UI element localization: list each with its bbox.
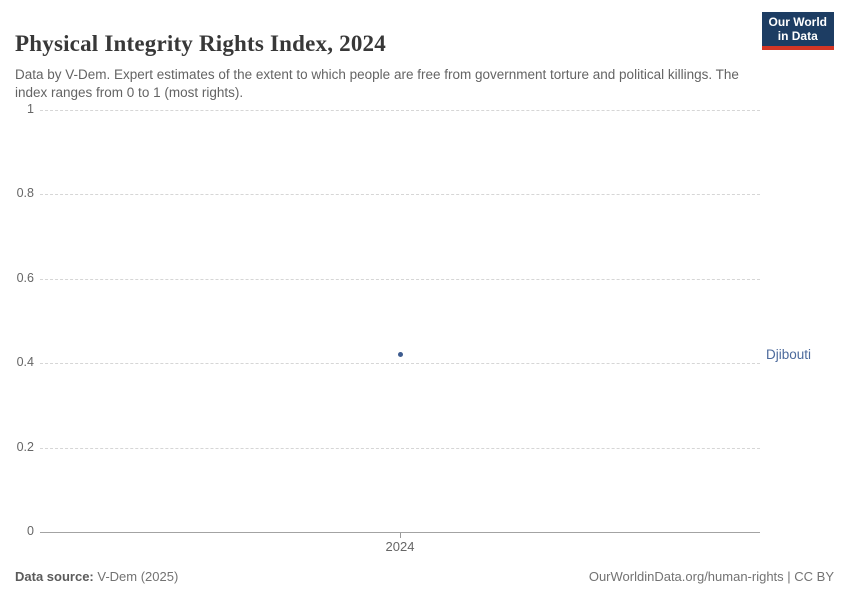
y-tick-label: 0.4 — [16, 355, 34, 370]
gridline — [40, 194, 760, 196]
x-tick-label: 2024 — [385, 539, 415, 554]
chart-footer: Data source: V-Dem (2025) OurWorldinData… — [15, 569, 834, 584]
entity-label-djibouti[interactable]: Djibouti — [766, 346, 812, 362]
y-tick-label: 0.6 — [16, 270, 34, 285]
x-tick-mark — [400, 533, 401, 538]
data-source-value: V-Dem (2025) — [97, 569, 179, 584]
x-axis-line — [40, 532, 760, 533]
y-tick-label: 0.2 — [16, 439, 34, 454]
credit-link[interactable]: OurWorldinData.org/human-rights | CC BY — [588, 569, 834, 584]
gridline — [40, 278, 760, 280]
y-tick-label: 0.8 — [16, 186, 34, 201]
chart-subtitle: Data by V-Dem. Expert estimates of the e… — [15, 66, 739, 101]
owid-logo-line1: Our World — [768, 15, 827, 29]
data-point-djibouti[interactable] — [397, 352, 403, 358]
gridline — [40, 447, 760, 449]
data-source: Data source: V-Dem (2025) — [15, 569, 178, 584]
gridline — [40, 363, 760, 365]
gridline — [40, 110, 760, 111]
owid-logo-line2: in Data — [777, 28, 818, 43]
owid-logo[interactable]: Our World in Data — [761, 12, 834, 50]
chart-title: Physical Integrity Rights Index, 2024 — [15, 31, 386, 57]
data-source-label: Data source: — [15, 569, 94, 584]
y-tick-label: 1 — [27, 102, 34, 116]
y-tick-label: 0 — [27, 524, 34, 538]
